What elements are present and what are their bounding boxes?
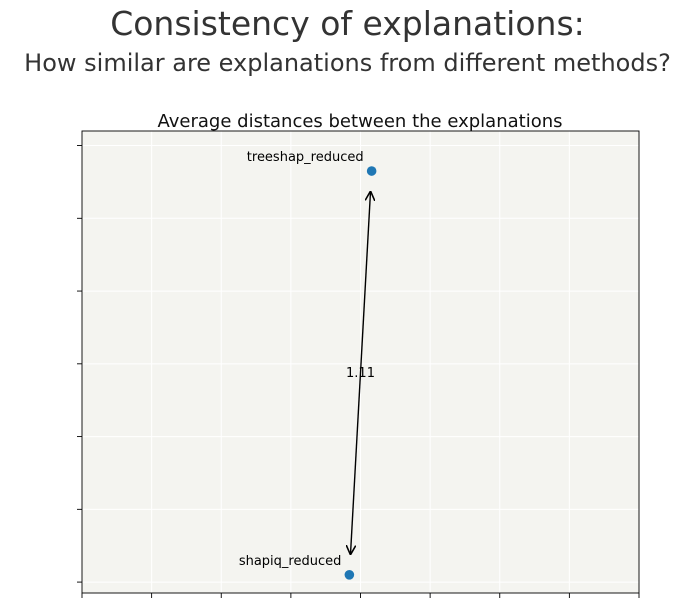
data-point [366,166,377,176]
plot-frame [81,130,640,594]
axis-ticks [77,145,640,598]
chart-title: Average distances between the explanatio… [157,111,563,132]
distance-arrow [351,192,371,554]
data-points [344,166,377,580]
data-point [344,570,355,580]
page-title: Consistency of explanations: [110,4,585,43]
point-labels: treeshap_reduced shapiq_reduced [239,150,364,569]
page-subtitle: How similar are explanations from differ… [24,49,671,77]
distance-annotations: 1.11 [346,192,375,554]
point-label: shapiq_reduced [239,554,342,569]
distance-label: 1.11 [346,366,375,381]
point-label: treeshap_reduced [247,150,364,165]
